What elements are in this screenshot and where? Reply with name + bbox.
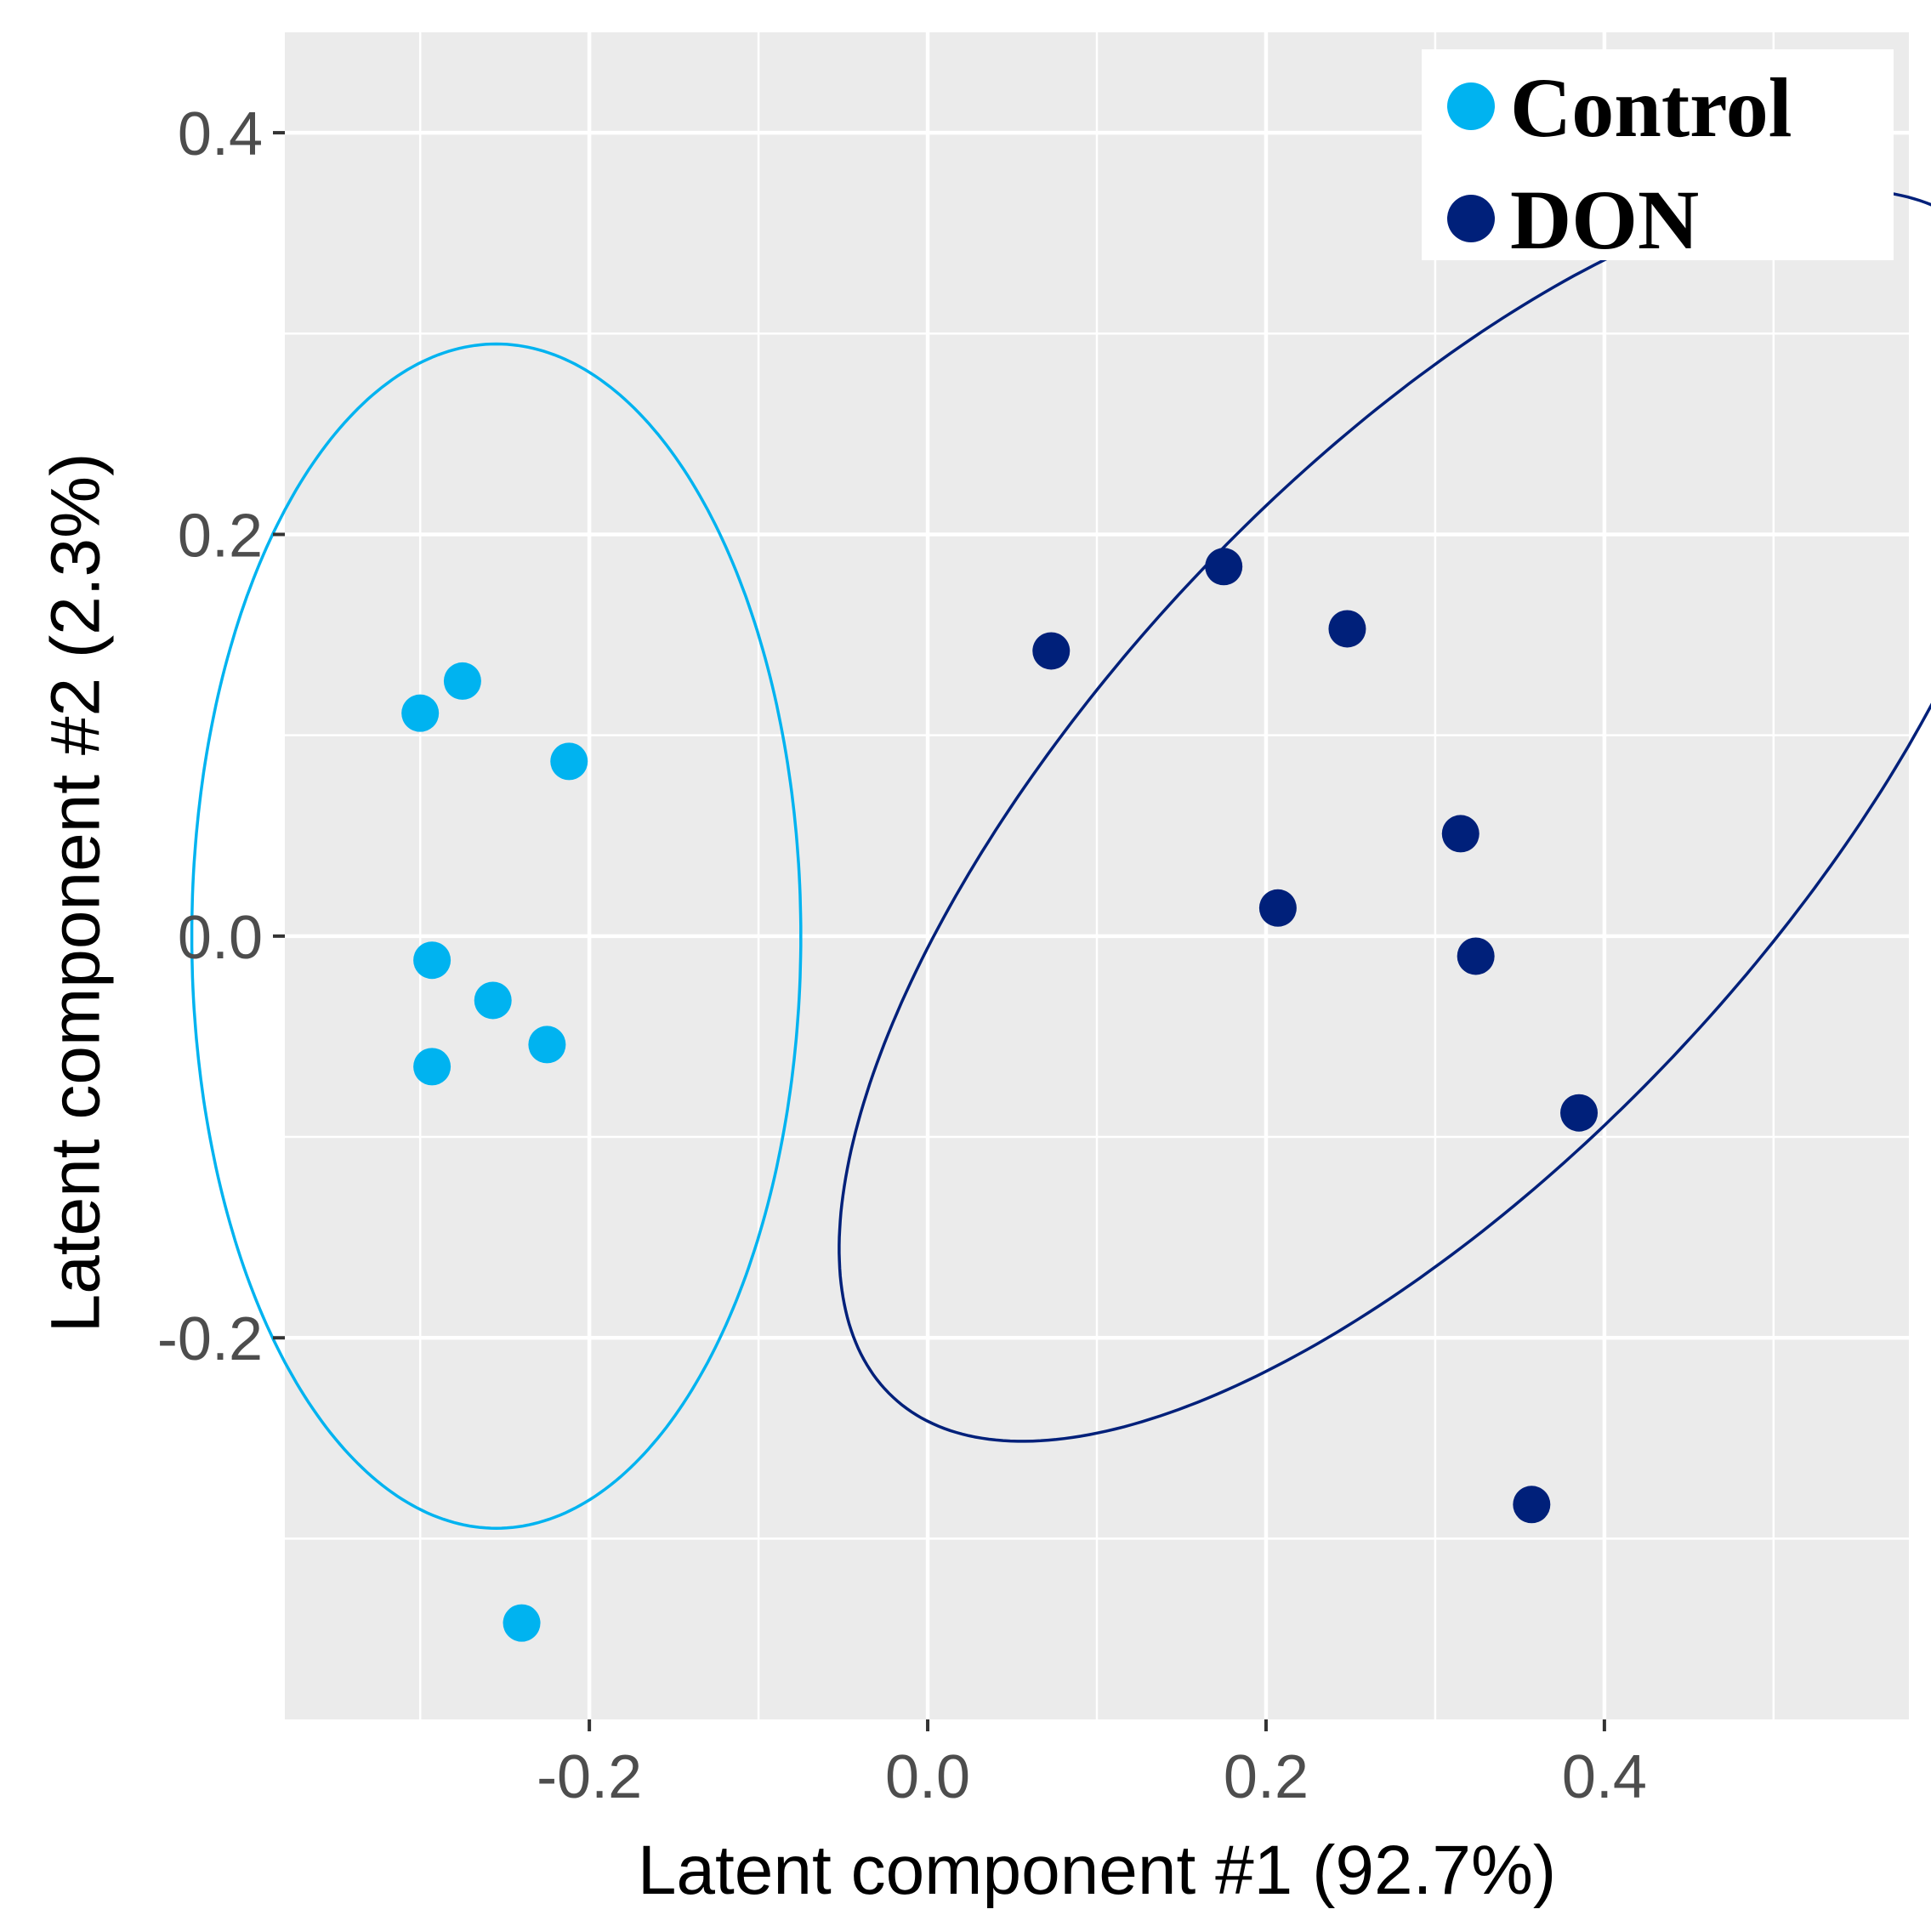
y-axis-ticks: -0.2 0.0 0.2 0.4	[157, 100, 285, 1373]
confidence-ellipses	[190, 188, 1931, 1530]
point-control	[528, 1026, 566, 1064]
point-control	[413, 941, 452, 980]
point-don	[1205, 548, 1243, 586]
point-control	[413, 1048, 452, 1086]
point-control	[503, 1604, 541, 1642]
point-control	[550, 742, 588, 781]
point-control	[443, 662, 481, 700]
legend-label-control: Control	[1510, 60, 1792, 155]
grid-minor	[285, 32, 1909, 1719]
data-points	[401, 548, 1599, 1642]
point-don	[1513, 1486, 1551, 1524]
point-don	[1032, 632, 1071, 670]
y-tick-label: 0.2	[178, 502, 263, 570]
x-axis-title: Latent component #1 (92.7%)	[638, 1832, 1556, 1909]
y-tick-label: 0.0	[178, 904, 263, 972]
legend: Control DON	[1422, 49, 1894, 267]
ellipse-control	[190, 342, 803, 1530]
point-don	[1258, 889, 1297, 927]
y-axis-title: Latent component #2 (2.3%)	[37, 453, 115, 1333]
x-tick-label: 0.2	[1224, 1743, 1309, 1811]
point-don	[1328, 610, 1366, 648]
x-tick-label: -0.2	[537, 1743, 642, 1811]
legend-label-don: DON	[1510, 173, 1699, 267]
x-axis-ticks: -0.2 0.0 0.2 0.4	[537, 1719, 1647, 1811]
point-control	[474, 981, 512, 1020]
point-don	[1457, 937, 1495, 975]
x-tick-label: 0.4	[1562, 1743, 1647, 1811]
point-don	[1560, 1094, 1599, 1132]
y-tick-label: -0.2	[157, 1305, 263, 1373]
legend-marker-don	[1447, 195, 1495, 242]
point-don	[1441, 815, 1479, 853]
ellipse-don	[838, 188, 1931, 1443]
point-control	[401, 694, 440, 732]
legend-marker-control	[1447, 82, 1495, 130]
y-tick-label: 0.4	[178, 100, 263, 168]
legend-box	[1422, 49, 1894, 260]
x-tick-label: 0.0	[885, 1743, 970, 1811]
